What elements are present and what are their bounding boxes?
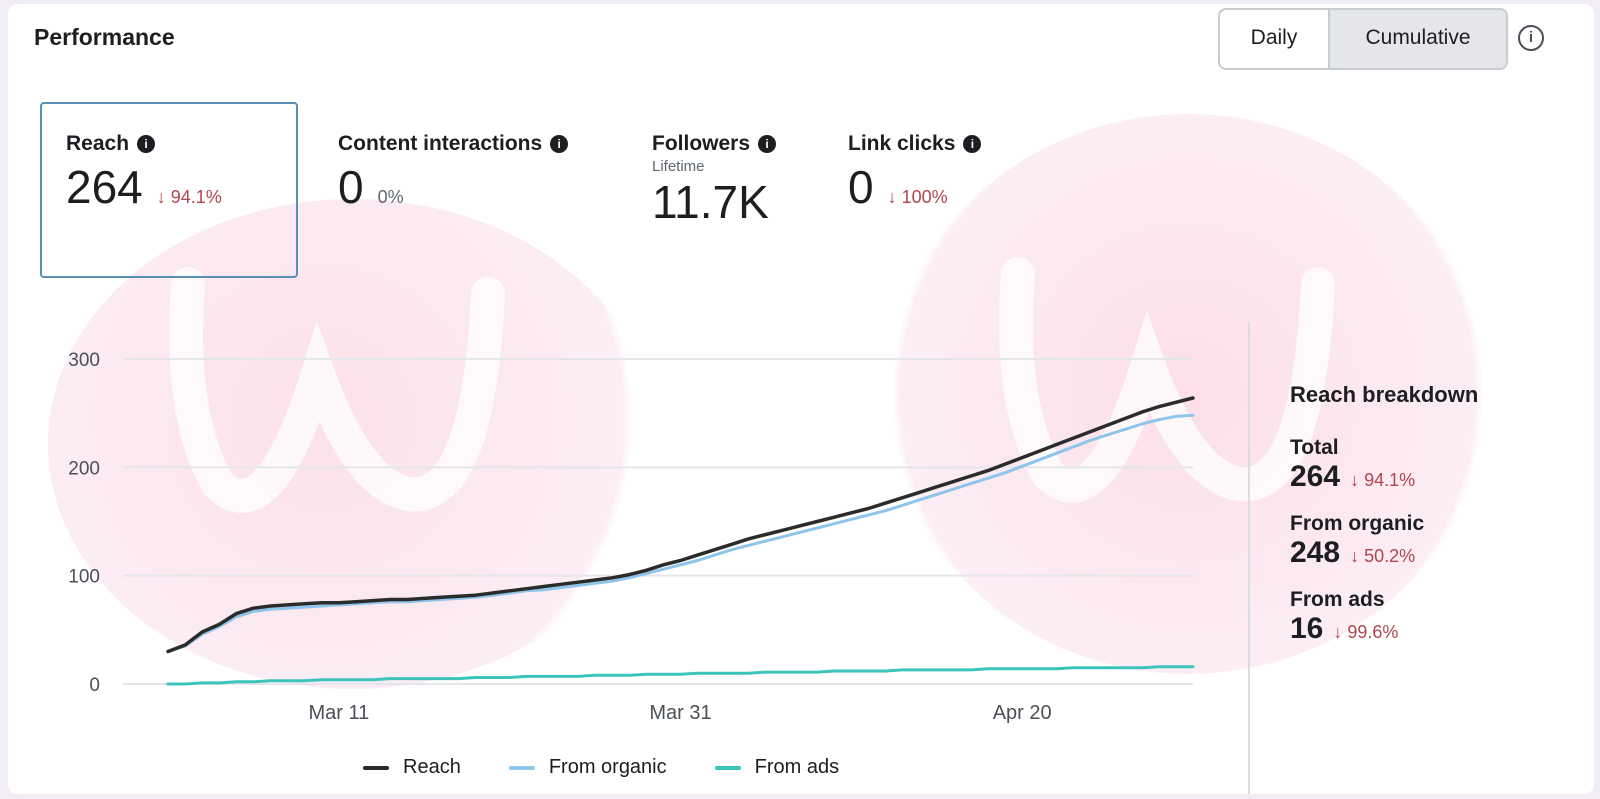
page-title: Performance: [34, 24, 175, 50]
breakdown-value: 248: [1290, 536, 1341, 569]
breakdown-value: 264: [1290, 460, 1341, 493]
metric-label: Followers: [652, 132, 751, 155]
metric-delta-value: 100%: [901, 187, 948, 207]
metric-followers[interactable]: Followers i Lifetime 11.7K: [652, 132, 783, 229]
breakdown-row-organic: From organic 248 ↓ 50.2%: [1290, 512, 1478, 570]
metric-card-reach[interactable]: [40, 102, 298, 278]
legend-swatch: [363, 765, 389, 770]
breakdown-label: From ads: [1290, 588, 1385, 611]
metric-delta: ↓ 94.1%: [156, 187, 222, 207]
metric-label: Link clicks: [848, 132, 956, 155]
series-line-from-ads: [166, 665, 1195, 686]
x-tick-label: Mar 31: [649, 702, 711, 724]
legend-item-ads[interactable]: From ads: [714, 756, 840, 779]
x-tick-label: Apr 20: [993, 702, 1052, 724]
y-tick-label: 300: [68, 350, 100, 371]
breakdown-delta-value: 50.2%: [1364, 546, 1416, 566]
metric-link-clicks[interactable]: Link clicks i 0 ↓ 100%: [848, 132, 982, 214]
metric-delta: ↓ 100%: [887, 187, 948, 207]
breakdown-delta-value: 99.6%: [1347, 622, 1399, 642]
legend-label: From organic: [548, 756, 667, 778]
info-icon[interactable]: i: [137, 135, 156, 153]
y-tick-label: 200: [68, 458, 100, 479]
cumulative-button[interactable]: Cumulative: [1328, 10, 1506, 68]
metric-delta: 0%: [377, 187, 404, 207]
metric-value: 0: [338, 161, 364, 213]
view-toggle: Daily Cumulative: [1218, 8, 1508, 70]
breakdown-delta: ↓ 50.2%: [1350, 546, 1416, 566]
reach-line-chart: 0 100 200 300 Mar 11 Mar 31 Apr 20: [68, 350, 1195, 724]
breakdown-delta: ↓ 99.6%: [1333, 622, 1399, 642]
chart-legend: Reach From organic From ads: [363, 756, 839, 779]
info-icon[interactable]: i: [1518, 25, 1544, 51]
info-icon[interactable]: i: [758, 135, 777, 153]
legend-item-organic[interactable]: From organic: [508, 756, 667, 779]
legend-swatch: [714, 765, 741, 770]
watermark-logo-right: [999, 257, 1335, 503]
info-icon[interactable]: i: [550, 135, 569, 153]
series-line-from-organic: [166, 413, 1195, 653]
y-tick-label: 0: [89, 675, 100, 696]
breakdown-title: Reach breakdown: [1290, 382, 1479, 407]
daily-button[interactable]: Daily: [1250, 26, 1298, 49]
legend-label: Reach: [403, 756, 461, 778]
divider: [1248, 322, 1250, 794]
breakdown-value: 16: [1290, 612, 1324, 645]
reach-breakdown: Reach breakdown Total 264 ↓ 94.1% From or…: [1290, 382, 1478, 664]
breakdown-delta-value: 94.1%: [1364, 470, 1416, 490]
metric-value: 11.7K: [652, 176, 769, 228]
legend-swatch: [508, 765, 535, 770]
metric-content-interactions[interactable]: Content interactions i 0 0%: [338, 132, 569, 214]
info-icon[interactable]: i: [963, 135, 982, 153]
metric-label: Content interactions: [338, 132, 543, 155]
metric-sublabel: Lifetime: [652, 158, 705, 175]
watermark-circle-right: [888, 114, 1488, 674]
legend-label: From ads: [754, 756, 840, 778]
metric-delta-value: 94.1%: [170, 187, 222, 207]
metric-label: Reach: [66, 132, 130, 155]
breakdown-delta: ↓ 94.1%: [1350, 470, 1416, 490]
metric-value: 0: [848, 161, 874, 213]
breakdown-label: Total: [1290, 436, 1339, 459]
breakdown-label: From organic: [1290, 512, 1425, 535]
performance-card: Performance Daily Cumulative i Reach i 26…: [8, 4, 1594, 794]
breakdown-row-total: Total 264 ↓ 94.1%: [1290, 436, 1478, 494]
breakdown-row-ads: From ads 16 ↓ 99.6%: [1290, 588, 1478, 646]
metric-reach[interactable]: Reach i 264 ↓ 94.1%: [66, 132, 222, 214]
x-tick-label: Mar 11: [308, 702, 369, 724]
legend-item-reach[interactable]: Reach: [363, 756, 461, 779]
series-line-reach: [166, 396, 1195, 654]
y-tick-label: 100: [68, 567, 100, 588]
metric-value: 264: [66, 161, 143, 213]
